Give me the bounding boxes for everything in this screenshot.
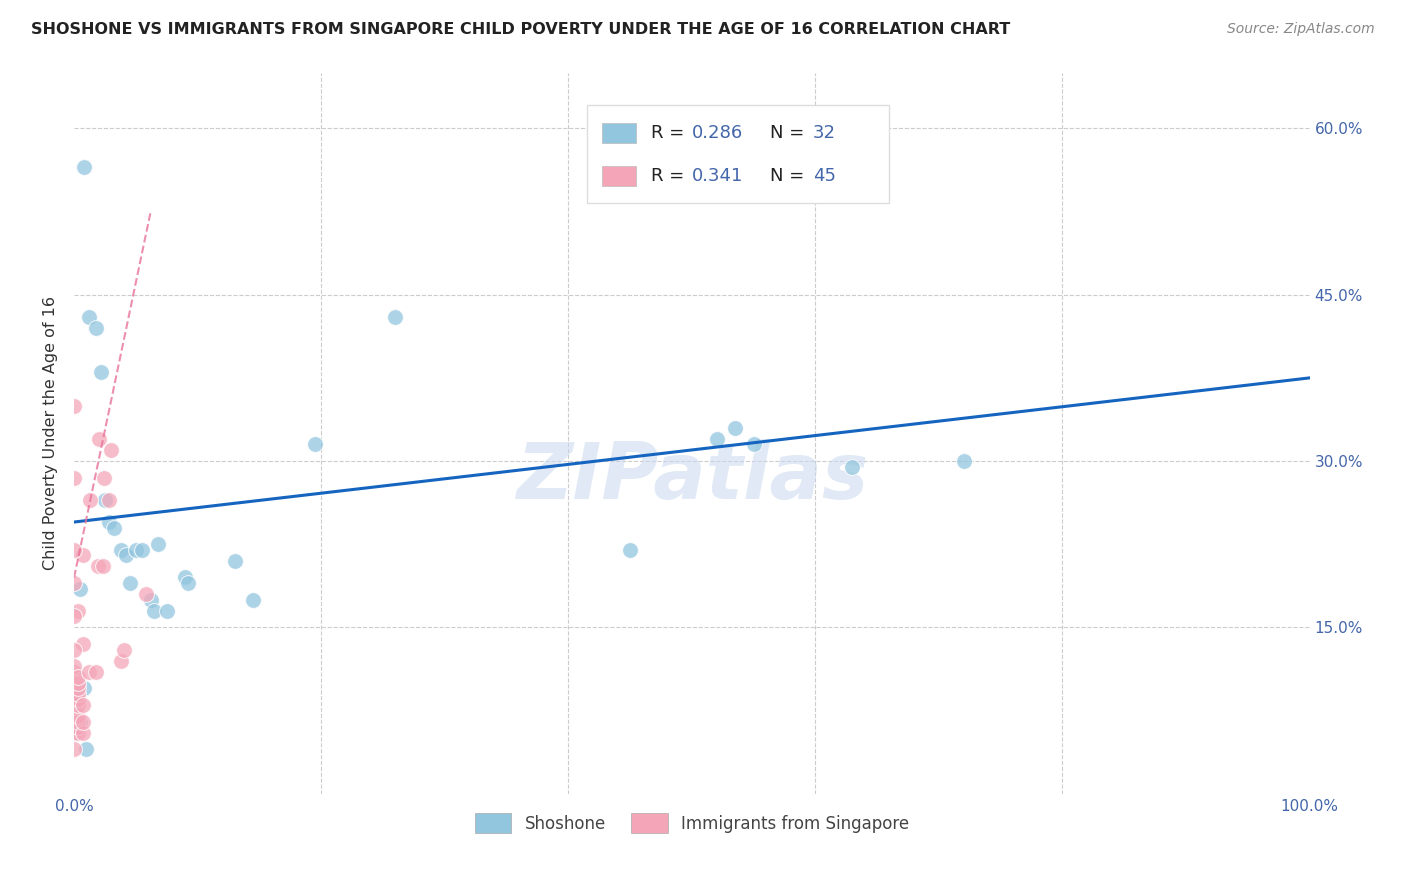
Point bbox=[66, 692, 89, 706]
Point bbox=[86, 665, 108, 679]
Point bbox=[118, 576, 141, 591]
FancyBboxPatch shape bbox=[602, 123, 636, 143]
Point bbox=[87, 432, 110, 446]
Point bbox=[156, 604, 179, 618]
Point bbox=[86, 559, 108, 574]
Point bbox=[242, 592, 264, 607]
Point bbox=[94, 492, 117, 507]
Text: SHOSHONE VS IMMIGRANTS FROM SINGAPORE CHILD POVERTY UNDER THE AGE OF 16 CORRELAT: SHOSHONE VS IMMIGRANTS FROM SINGAPORE CH… bbox=[31, 22, 1010, 37]
Point bbox=[63, 742, 86, 756]
Point bbox=[75, 742, 97, 756]
Point bbox=[224, 554, 246, 568]
Point bbox=[66, 604, 89, 618]
Point bbox=[143, 604, 166, 618]
Point bbox=[72, 725, 94, 739]
Text: ZIPatlas: ZIPatlas bbox=[516, 439, 868, 515]
Point bbox=[135, 587, 157, 601]
Point bbox=[63, 576, 86, 591]
Point bbox=[110, 654, 132, 668]
Point bbox=[72, 698, 94, 712]
Point bbox=[63, 542, 86, 557]
Point bbox=[952, 454, 974, 468]
Point bbox=[174, 570, 197, 584]
FancyBboxPatch shape bbox=[586, 105, 890, 202]
Text: 0.341: 0.341 bbox=[692, 167, 744, 185]
Point bbox=[66, 720, 89, 734]
Text: 0.286: 0.286 bbox=[692, 124, 742, 142]
Point bbox=[63, 471, 86, 485]
Text: N =: N = bbox=[769, 167, 810, 185]
Point bbox=[77, 310, 100, 324]
Point bbox=[100, 442, 122, 457]
Point bbox=[66, 675, 89, 690]
Point bbox=[112, 642, 135, 657]
Point bbox=[69, 714, 91, 729]
Point bbox=[72, 714, 94, 729]
Point bbox=[66, 681, 89, 696]
Point bbox=[90, 365, 112, 379]
Point bbox=[66, 709, 89, 723]
Point bbox=[66, 725, 89, 739]
Point bbox=[706, 432, 728, 446]
Text: 45: 45 bbox=[813, 167, 837, 185]
Point bbox=[93, 471, 115, 485]
Point bbox=[77, 665, 100, 679]
Point bbox=[63, 725, 86, 739]
Point bbox=[79, 492, 101, 507]
Point bbox=[619, 542, 641, 557]
Text: 32: 32 bbox=[813, 124, 837, 142]
Point bbox=[63, 681, 86, 696]
Point bbox=[131, 542, 153, 557]
Point bbox=[146, 537, 169, 551]
Point bbox=[73, 681, 96, 696]
Point bbox=[66, 670, 89, 684]
Point bbox=[125, 542, 148, 557]
Text: R =: R = bbox=[651, 124, 690, 142]
Point bbox=[66, 687, 89, 701]
Point bbox=[63, 698, 86, 712]
Point bbox=[72, 637, 94, 651]
Point bbox=[63, 687, 86, 701]
Point bbox=[724, 421, 747, 435]
Text: N =: N = bbox=[769, 124, 810, 142]
Legend: Shoshone, Immigrants from Singapore: Shoshone, Immigrants from Singapore bbox=[468, 807, 915, 839]
Point bbox=[384, 310, 406, 324]
Point bbox=[63, 399, 86, 413]
Point bbox=[73, 160, 96, 174]
Point bbox=[63, 675, 86, 690]
Point bbox=[97, 515, 120, 529]
Point bbox=[63, 675, 86, 690]
Point bbox=[304, 437, 326, 451]
Point bbox=[63, 670, 86, 684]
Point bbox=[72, 549, 94, 563]
Point bbox=[63, 642, 86, 657]
Point bbox=[91, 559, 114, 574]
Point bbox=[66, 714, 89, 729]
Point bbox=[97, 492, 120, 507]
Point bbox=[63, 609, 86, 624]
Point bbox=[63, 709, 86, 723]
Point bbox=[103, 520, 125, 534]
Text: Source: ZipAtlas.com: Source: ZipAtlas.com bbox=[1227, 22, 1375, 37]
Point bbox=[63, 665, 86, 679]
Point bbox=[110, 542, 132, 557]
Point bbox=[66, 698, 89, 712]
Point bbox=[177, 576, 200, 591]
Point bbox=[742, 437, 765, 451]
Point bbox=[115, 549, 138, 563]
Point bbox=[69, 582, 91, 596]
Point bbox=[63, 659, 86, 673]
Point bbox=[841, 459, 863, 474]
Text: R =: R = bbox=[651, 167, 690, 185]
Point bbox=[86, 321, 108, 335]
Point bbox=[139, 592, 162, 607]
Y-axis label: Child Poverty Under the Age of 16: Child Poverty Under the Age of 16 bbox=[44, 296, 58, 570]
FancyBboxPatch shape bbox=[602, 166, 636, 186]
